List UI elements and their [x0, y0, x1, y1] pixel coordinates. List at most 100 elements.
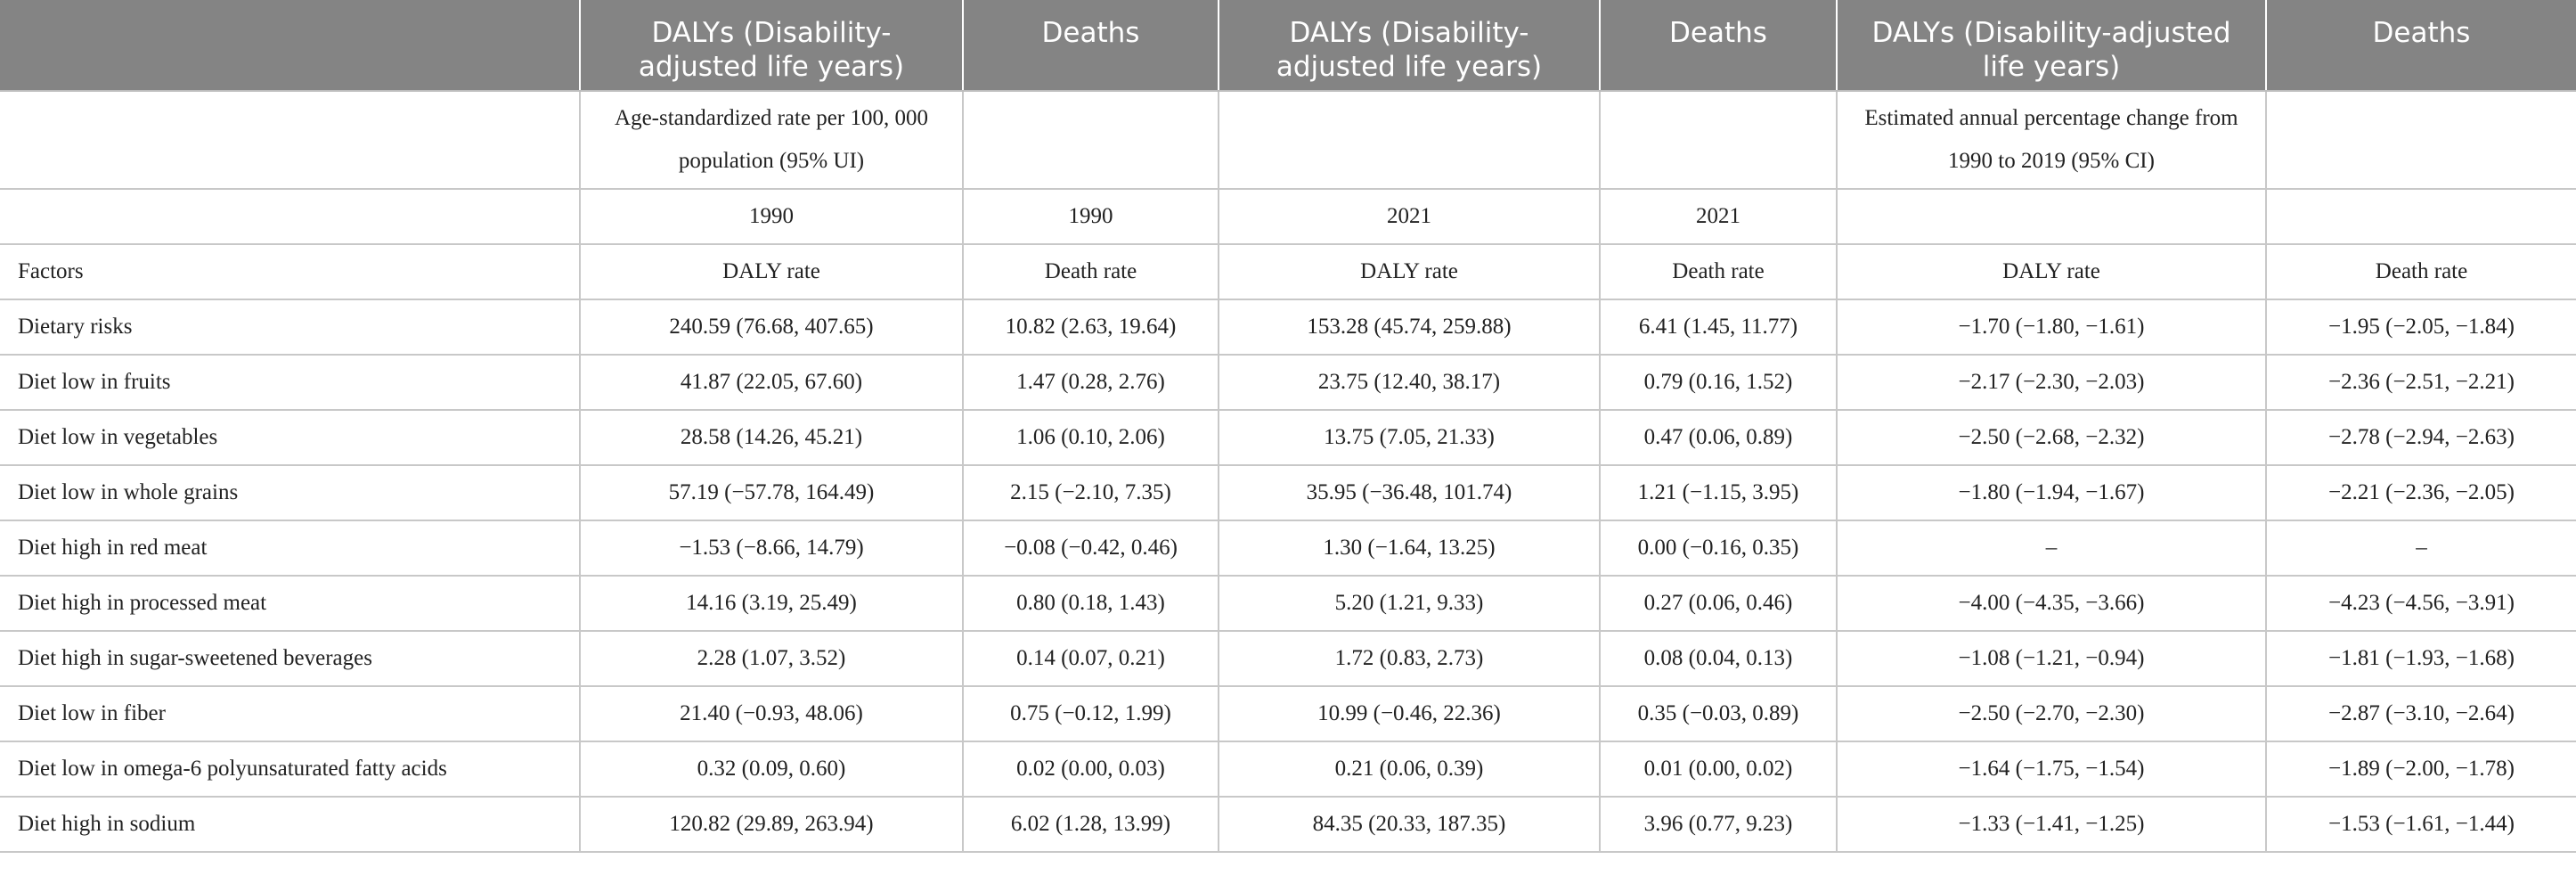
value-cell: 240.59 (76.68, 407.65) [580, 299, 964, 356]
value-cell: 35.95 (−36.48, 101.74) [1219, 465, 1601, 521]
year-cell: 1990 [963, 189, 1219, 245]
table-row: Diet high in processed meat 14.16 (3.19, … [0, 576, 2576, 632]
value-cell: 13.75 (7.05, 21.33) [1219, 410, 1601, 466]
header-deaths-2021: Deaths [1600, 0, 1838, 92]
header-cell-blank [0, 0, 581, 92]
table-row: Diet low in fruits 41.87 (22.05, 67.60) 1.… [0, 355, 2576, 411]
table-row: Diet high in red meat −1.53 (−8.66, 14.79… [0, 520, 2576, 577]
value-cell: −1.64 (−1.75, −1.54) [1837, 741, 2267, 798]
value-cell: −0.08 (−0.42, 0.46) [963, 520, 1219, 577]
value-cell: −2.78 (−2.94, −2.63) [2266, 410, 2576, 466]
value-cell: – [2266, 520, 2576, 577]
value-cell: 1.06 (0.10, 2.06) [963, 410, 1219, 466]
factor-name: Diet high in processed meat [0, 576, 581, 632]
value-cell: 0.27 (0.06, 0.46) [1600, 576, 1838, 632]
metric-cell: Death rate [2266, 244, 2576, 300]
subheader-row: Age-standardized rate per 100, 000 popul… [0, 91, 2576, 190]
value-cell: −4.00 (−4.35, −3.66) [1837, 576, 2267, 632]
metric-cell: DALY rate [1219, 244, 1601, 300]
value-cell: 0.00 (−0.16, 0.35) [1600, 520, 1838, 577]
change-label: Estimated annual percentage change from … [1837, 91, 2267, 190]
value-cell: −1.81 (−1.93, −1.68) [2266, 631, 2576, 687]
value-cell: −1.89 (−2.00, −1.78) [2266, 741, 2576, 798]
value-cell: −1.53 (−1.61, −1.44) [2266, 797, 2576, 853]
table-cell [2266, 91, 2576, 190]
value-cell: 0.02 (0.00, 0.03) [963, 741, 1219, 798]
table-cell [1219, 91, 1601, 190]
year-cell: 1990 [580, 189, 964, 245]
factors-label: Factors [0, 244, 581, 300]
factor-name: Diet high in sugar-sweetened beverages [0, 631, 581, 687]
value-cell: 0.75 (−0.12, 1.99) [963, 686, 1219, 742]
table-cell [0, 91, 581, 190]
factor-name: Dietary risks [0, 299, 581, 356]
value-cell: 57.19 (−57.78, 164.49) [580, 465, 964, 521]
factor-name: Diet low in fiber [0, 686, 581, 742]
value-cell: 14.16 (3.19, 25.49) [580, 576, 964, 632]
value-cell: 0.80 (0.18, 1.43) [963, 576, 1219, 632]
value-cell: 6.41 (1.45, 11.77) [1600, 299, 1838, 356]
table-cell [2266, 189, 2576, 245]
value-cell: −1.33 (−1.41, −1.25) [1837, 797, 2267, 853]
metric-cell: Death rate [1600, 244, 1838, 300]
value-cell: −2.50 (−2.70, −2.30) [1837, 686, 2267, 742]
value-cell: 1.47 (0.28, 2.76) [963, 355, 1219, 411]
metric-cell: DALY rate [1837, 244, 2267, 300]
value-cell: −2.17 (−2.30, −2.03) [1837, 355, 2267, 411]
value-cell: 2.15 (−2.10, 7.35) [963, 465, 1219, 521]
risk-factor-table: DALYs (Disability-adjusted life years) D… [0, 0, 2576, 853]
factor-name: Diet low in vegetables [0, 410, 581, 466]
table-row: Diet high in sugar-sweetened beverages 2.… [0, 631, 2576, 687]
value-cell: 0.32 (0.09, 0.60) [580, 741, 964, 798]
value-cell: −1.53 (−8.66, 14.79) [580, 520, 964, 577]
value-cell: 0.01 (0.00, 0.02) [1600, 741, 1838, 798]
value-cell: −1.80 (−1.94, −1.67) [1837, 465, 2267, 521]
table-cell [1600, 91, 1838, 190]
value-cell: 2.28 (1.07, 3.52) [580, 631, 964, 687]
table-row: Diet low in omega-6 polyunsaturated fatt… [0, 741, 2576, 798]
year-cell: 2021 [1219, 189, 1601, 245]
metric-cell: DALY rate [580, 244, 964, 300]
table-cell [1837, 189, 2267, 245]
factor-name: Diet low in fruits [0, 355, 581, 411]
value-cell: 0.21 (0.06, 0.39) [1219, 741, 1601, 798]
value-cell: 153.28 (45.74, 259.88) [1219, 299, 1601, 356]
table-row: Diet low in whole grains 57.19 (−57.78, 1… [0, 465, 2576, 521]
value-cell: −2.21 (−2.36, −2.05) [2266, 465, 2576, 521]
year-row: 1990 1990 2021 2021 [0, 189, 2576, 245]
metric-cell: Death rate [963, 244, 1219, 300]
header-deaths-change: Deaths [2266, 0, 2576, 92]
value-cell: 0.79 (0.16, 1.52) [1600, 355, 1838, 411]
value-cell: 28.58 (14.26, 45.21) [580, 410, 964, 466]
table-row: Dietary risks 240.59 (76.68, 407.65) 10.82… [0, 299, 2576, 356]
value-cell: 3.96 (0.77, 9.23) [1600, 797, 1838, 853]
value-cell: 84.35 (20.33, 187.35) [1219, 797, 1601, 853]
value-cell: 41.87 (22.05, 67.60) [580, 355, 964, 411]
factor-name: Diet low in whole grains [0, 465, 581, 521]
factor-name: Diet high in red meat [0, 520, 581, 577]
value-cell: 10.82 (2.63, 19.64) [963, 299, 1219, 356]
rate-label: Age-standardized rate per 100, 000 popul… [580, 91, 964, 190]
value-cell: 120.82 (29.89, 263.94) [580, 797, 964, 853]
header-dalys-2021: DALYs (Disability-adjusted life years) [1219, 0, 1601, 92]
table-row: Diet high in sodium 120.82 (29.89, 263.94… [0, 797, 2576, 853]
header-dalys-1990: DALYs (Disability-adjusted life years) [580, 0, 964, 92]
value-cell: 0.08 (0.04, 0.13) [1600, 631, 1838, 687]
value-cell: 1.72 (0.83, 2.73) [1219, 631, 1601, 687]
table-cell [963, 91, 1219, 190]
table-row: Diet low in vegetables 28.58 (14.26, 45.2… [0, 410, 2576, 466]
header-row: DALYs (Disability-adjusted life years) D… [0, 0, 2576, 92]
value-cell: −1.08 (−1.21, −0.94) [1837, 631, 2267, 687]
factor-name: Diet low in omega-6 polyunsaturated fatt… [0, 741, 581, 798]
value-cell: 6.02 (1.28, 13.99) [963, 797, 1219, 853]
value-cell: 10.99 (−0.46, 22.36) [1219, 686, 1601, 742]
header-dalys-change: DALYs (Disability-adjusted life years) [1837, 0, 2267, 92]
value-cell: 5.20 (1.21, 9.33) [1219, 576, 1601, 632]
value-cell: 23.75 (12.40, 38.17) [1219, 355, 1601, 411]
value-cell: −1.95 (−2.05, −1.84) [2266, 299, 2576, 356]
metric-row: Factors DALY rate Death rate DALY rate D… [0, 244, 2576, 300]
value-cell: – [1837, 520, 2267, 577]
value-cell: −2.50 (−2.68, −2.32) [1837, 410, 2267, 466]
year-cell: 2021 [1600, 189, 1838, 245]
value-cell: 1.21 (−1.15, 3.95) [1600, 465, 1838, 521]
